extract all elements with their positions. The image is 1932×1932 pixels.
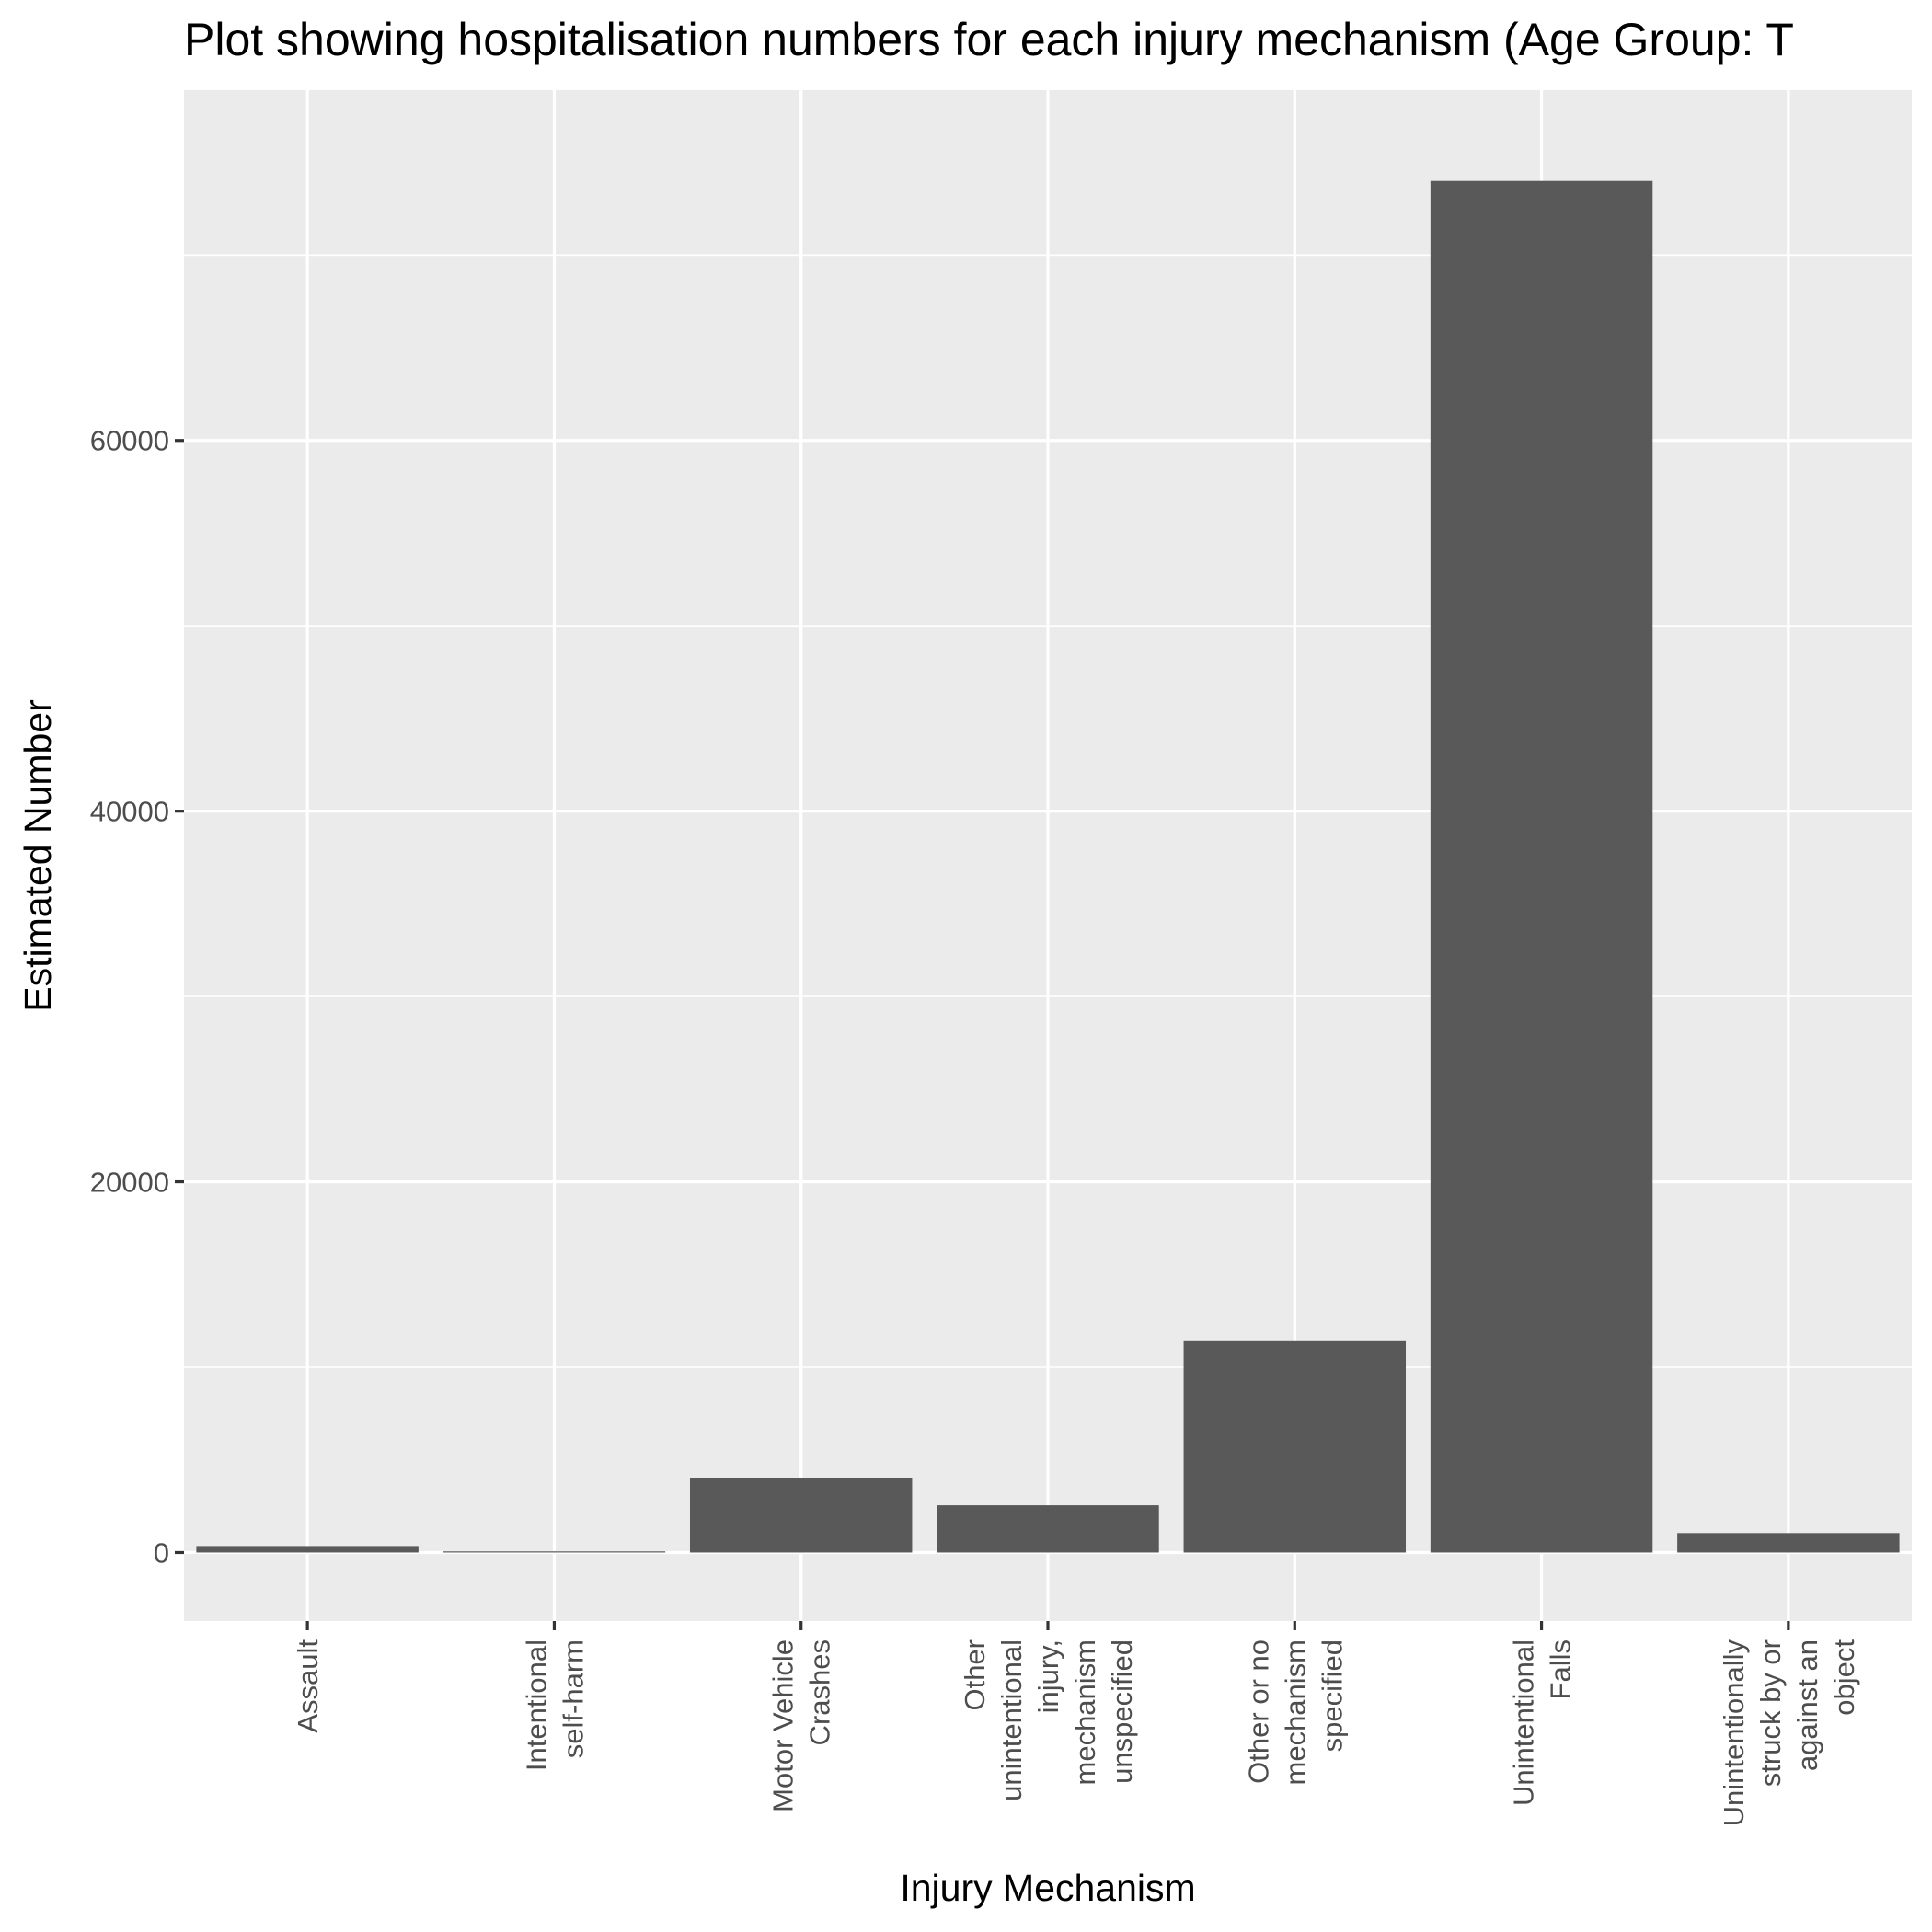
x-tick-label: Other unintentional injury, mechanism unspec…: [959, 1639, 1138, 1801]
y-tick-label: 0: [154, 1536, 169, 1569]
x-tick-label-line: Other or no: [1242, 1639, 1274, 1784]
y-tick-label: 60000: [90, 425, 169, 457]
x-tick-label: Other or no mechanism specified: [1242, 1639, 1348, 1786]
x-tick-label-line: specified: [1316, 1639, 1348, 1752]
x-tick-label-line: Other: [959, 1639, 991, 1711]
x-tick-label-line: Falls: [1545, 1639, 1577, 1699]
y-axis-title: Estimated Number: [17, 699, 59, 1012]
x-tick-label-line: mechanism: [1279, 1639, 1311, 1786]
x-tick-label-line: against an: [1791, 1639, 1823, 1771]
x-tick-label-line: object: [1828, 1639, 1860, 1716]
x-tick-label-line: Intentional: [520, 1639, 552, 1771]
x-tick-label-line: struck by or: [1754, 1639, 1787, 1787]
x-tick-label: Intentional self-harm: [520, 1639, 589, 1771]
x-tick-label-line: Assault: [292, 1639, 324, 1733]
x-tick-label-line: mechanism: [1069, 1639, 1101, 1786]
x-tick-label: Unintentionally struck by or against an obj…: [1718, 1639, 1860, 1827]
x-tick-label: Assault: [292, 1639, 324, 1733]
x-tick-label: Unintentional Falls: [1508, 1639, 1577, 1806]
x-axis-title: Injury Mechanism: [900, 1867, 1195, 1909]
x-tick-label: Motor Vehicle Crashes: [767, 1639, 836, 1812]
x-tick-label-line: injury,: [1032, 1639, 1064, 1713]
x-tick-label-line: Crashes: [804, 1639, 836, 1745]
x-tick-label-line: unspecified: [1106, 1639, 1138, 1784]
x-tick-label-line: Unintentionally: [1718, 1639, 1750, 1827]
bar: [1677, 1533, 1900, 1553]
bar: [443, 1551, 666, 1553]
x-tick-label-line: unintentional: [995, 1639, 1028, 1801]
bar: [937, 1505, 1159, 1553]
x-tick-label-line: self-harm: [557, 1639, 589, 1758]
bar: [1183, 1340, 1407, 1553]
x-tick-label-line: Motor Vehicle: [767, 1639, 799, 1812]
bar: [689, 1478, 913, 1553]
x-tick-label-line: Unintentional: [1508, 1639, 1540, 1806]
chart-title: Plot showing hospitalisation numbers for…: [184, 14, 1794, 65]
bar: [1430, 180, 1653, 1553]
y-tick-label: 20000: [90, 1167, 169, 1199]
bar: [196, 1546, 419, 1553]
y-tick-label: 40000: [90, 796, 169, 828]
